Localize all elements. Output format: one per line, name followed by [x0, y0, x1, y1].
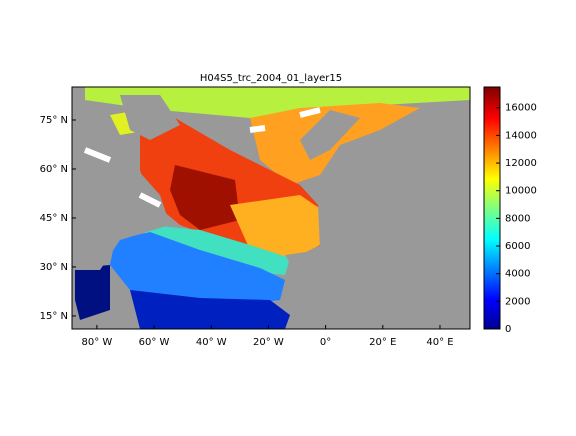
subtropical-green [140, 225, 290, 275]
scandinavia [300, 110, 360, 160]
colorbar-tick-label: 8000 [505, 213, 530, 224]
x-tick-label: 20° E [369, 337, 396, 348]
colorbar [483, 86, 501, 330]
x-tick-label: 40° W [196, 337, 227, 348]
colorbar-tick-label: 14000 [505, 130, 537, 141]
north-america [72, 150, 170, 270]
y-tick-label: 75° N [40, 115, 68, 126]
colorbar-tick-label: 16000 [505, 103, 537, 114]
colorbar-tick-label: 6000 [505, 241, 530, 252]
colorbar-tick-label: 2000 [505, 296, 530, 307]
colorbar-tick-label: 4000 [505, 269, 530, 280]
x-tick-label: 60° W [139, 337, 170, 348]
colorbar-tick-label: 0 [505, 324, 511, 335]
y-tick-label: 15° N [40, 311, 68, 322]
eurasia-africa [285, 140, 470, 329]
colorbar-tick-label: 10000 [505, 186, 537, 197]
tropical-field [110, 232, 285, 305]
y-tick-label: 45° N [40, 213, 68, 224]
x-tick-label: 40° E [426, 337, 453, 348]
x-tick-label: 0° [320, 337, 331, 348]
arctic-field [85, 87, 470, 118]
core-field [170, 165, 240, 230]
title: H04S5_trc_2004_01_layer15 [200, 73, 342, 84]
y-tick-label: 30° N [40, 262, 68, 273]
subtropical-field [230, 195, 322, 260]
map [72, 87, 470, 329]
colorbar-tick-label: 12000 [505, 158, 537, 169]
no-data-patches [83, 107, 321, 208]
x-tick-label: 20° W [253, 337, 284, 348]
greenland [120, 95, 180, 140]
map-frame [71, 86, 471, 330]
y-tick-label: 60° N [40, 164, 68, 175]
equatorial-field [130, 290, 290, 329]
x-tick-label: 80° W [81, 337, 112, 348]
caribbean-field [75, 265, 110, 320]
